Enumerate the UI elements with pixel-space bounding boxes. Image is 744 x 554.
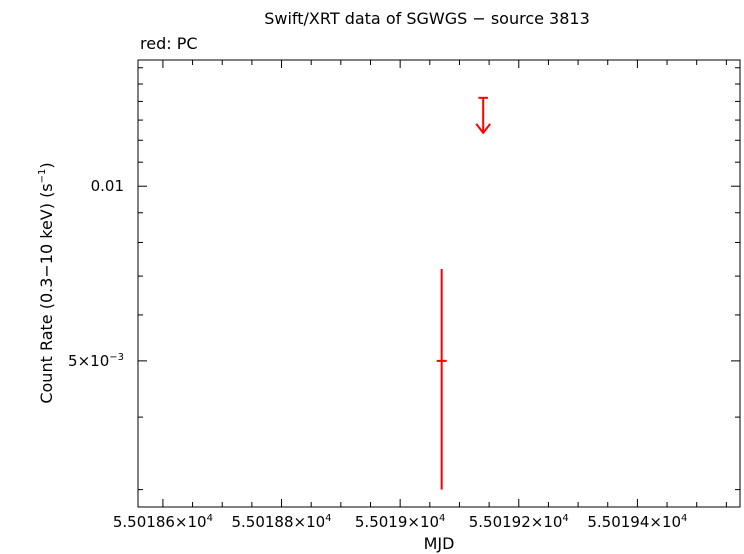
x-axis-label: MJD [424,534,455,553]
y-tick-label: 0.01 [91,177,124,195]
y-tick-label-mantissa: 0.01 [91,177,124,195]
upper-limit-arrow-head [475,123,491,135]
x-tick-label: 5.50192×104 [469,513,569,531]
x-tick-label: 5.5019×104 [355,513,446,531]
x-tick-label-mantissa: 5.50186×10 [113,513,207,531]
y-tick-label-mantissa: 5×10 [68,352,109,370]
x-tick-label-mantissa: 5.50188×10 [231,513,325,531]
y-tick-label-exponent: −3 [109,352,124,363]
y-axis-label-sup: −1 [37,169,48,184]
chart-title: Swift/XRT data of SGWGS − source 3813 [264,9,590,28]
x-tick-label-exponent: 4 [325,513,331,524]
x-tick-label: 5.50194×104 [587,513,687,531]
plot-frame [137,59,741,508]
y-axis-label-main: Count Rate (0.3−10 keV) (s [37,183,56,403]
y-tick-label: 5×10−3 [68,352,124,370]
chart-subtitle: red: PC [140,34,198,53]
y-axis-ticks: 0.01 5×10−3 [68,67,740,491]
y-axis-label: Count Rate (0.3−10 keV) (s−1) [37,162,56,403]
x-tick-label-mantissa: 5.50192×10 [469,513,563,531]
x-tick-label-exponent: 4 [681,513,687,524]
x-tick-label-mantissa: 5.5019×10 [355,513,439,531]
y-axis-label-close: ) [37,162,56,168]
x-tick-label-exponent: 4 [207,513,213,524]
x-tick-label: 5.50188×104 [231,513,331,531]
x-tick-label: 5.50186×104 [113,513,213,531]
x-tick-label-mantissa: 5.50194×10 [587,513,681,531]
x-tick-label-exponent: 4 [562,513,568,524]
x-tick-label-exponent: 4 [439,513,445,524]
data-marks [436,96,491,490]
x-axis-ticks: 5.50186×104 5.50188×104 5.5019×104 5.50192×… [113,60,727,531]
